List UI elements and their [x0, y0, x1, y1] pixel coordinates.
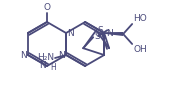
Text: S: S: [94, 32, 100, 41]
Text: H: H: [50, 62, 56, 71]
Text: H₂N: H₂N: [37, 53, 54, 62]
Text: N: N: [39, 61, 46, 70]
Text: N: N: [68, 28, 74, 37]
Polygon shape: [104, 32, 123, 36]
Text: OH: OH: [133, 45, 147, 54]
Text: N: N: [106, 28, 112, 37]
Text: S: S: [97, 26, 103, 35]
Text: O: O: [43, 3, 50, 12]
Text: HO: HO: [133, 14, 147, 23]
Text: N: N: [20, 50, 26, 60]
Text: N: N: [58, 50, 65, 60]
